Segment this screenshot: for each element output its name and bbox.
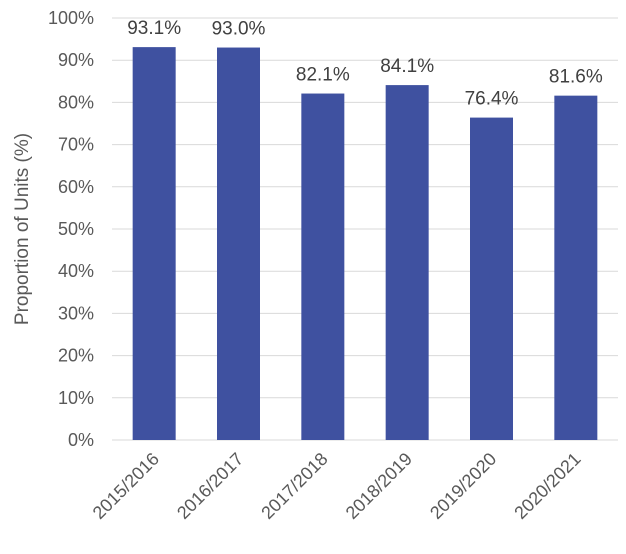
data-label: 84.1% <box>380 56 434 77</box>
x-axis-tick-labels: 2015/2016 2016/2017 2017/2018 2018/2019 2019… <box>89 449 585 523</box>
data-label: 82.1% <box>296 65 350 86</box>
data-label: 93.0% <box>212 19 266 40</box>
bar <box>217 47 260 440</box>
y-tick-label: 50% <box>58 219 94 239</box>
y-tick-label: 30% <box>58 303 94 323</box>
y-tick-label: 80% <box>58 92 94 112</box>
x-tick-label: 2017/2018 <box>257 449 331 523</box>
x-tick-label: 2019/2020 <box>426 449 500 523</box>
x-tick-label: 2020/2021 <box>510 449 584 523</box>
x-tick-label: 2015/2016 <box>89 449 163 523</box>
y-tick-label: 90% <box>58 50 94 70</box>
data-labels: 93.1% 93.0% 82.1% 84.1% 76.4% 81.6% <box>127 18 603 109</box>
y-tick-label: 100% <box>48 8 94 28</box>
x-tick-label: 2018/2019 <box>342 449 416 523</box>
y-tick-label: 10% <box>58 388 94 408</box>
y-axis-tick-labels: 0% 10% 20% 30% 40% 50% 60% 70% 80% 90% 100% <box>48 8 94 450</box>
y-tick-label: 70% <box>58 135 94 155</box>
bar <box>554 95 598 440</box>
gridlines <box>112 17 618 441</box>
y-tick-label: 20% <box>58 346 94 366</box>
bar <box>470 117 513 440</box>
y-tick-label: 40% <box>58 261 94 281</box>
bar <box>301 93 345 441</box>
bar <box>132 47 176 440</box>
data-label: 93.1% <box>127 18 181 39</box>
data-label: 76.4% <box>465 89 519 110</box>
y-tick-label: 0% <box>68 430 94 450</box>
data-label: 81.6% <box>549 67 603 88</box>
y-tick-label: 60% <box>58 177 94 197</box>
x-tick-label: 2016/2017 <box>173 449 247 523</box>
bar <box>385 85 429 441</box>
bars <box>132 47 598 441</box>
y-axis-title: Proportion of Units (%) <box>12 133 33 325</box>
